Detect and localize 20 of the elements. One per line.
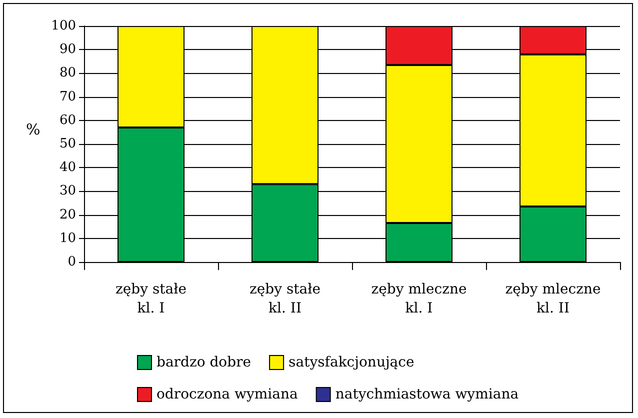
- y-tick-label: 70: [59, 89, 76, 104]
- y-tick-label: 90: [59, 42, 76, 58]
- x-tick-label: zęby stałe kl. I: [116, 282, 186, 316]
- x-tick-label: zęby stałe kl. II: [250, 282, 320, 316]
- legend-label: natychmiastowa wymiana: [335, 386, 519, 402]
- legend-label: odroczona wymiana: [156, 386, 298, 402]
- y-tick-label: 0: [68, 254, 76, 270]
- y-tick-label: 30: [59, 184, 76, 199]
- legend-label: bardzo dobre: [156, 354, 252, 370]
- y-tick-label: 40: [59, 160, 76, 176]
- y-tick-label: 80: [59, 66, 76, 81]
- legend-label: satysfakcjonujące: [288, 354, 414, 370]
- y-tick-label: 50: [59, 136, 76, 152]
- x-tick-label: zęby mleczne kl. I: [371, 282, 467, 316]
- y-tick-label: 20: [59, 207, 76, 222]
- y-tick-label: 10: [59, 230, 76, 246]
- y-tick-label: 100: [51, 18, 76, 34]
- y-axis-title: %: [26, 120, 40, 138]
- x-tick-label: zęby mleczne kl. II: [505, 282, 601, 316]
- y-tick-label: 60: [59, 112, 76, 128]
